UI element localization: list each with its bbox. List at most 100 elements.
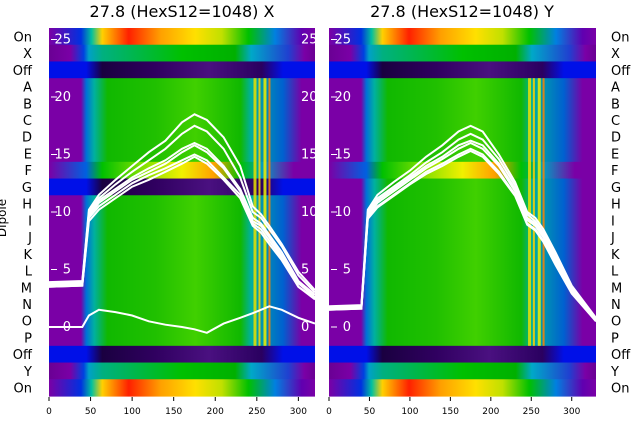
overlay-trace-6 (49, 305, 316, 334)
heatmap-row-o-17 (329, 312, 596, 330)
heatmap-row-off-19 (49, 345, 315, 364)
heatmap-row-a-3 (49, 78, 315, 96)
heatmap-row-b-4 (329, 94, 596, 113)
x-tick-label: 0 (46, 407, 52, 417)
heatmap-row-f-8 (49, 161, 315, 180)
row-label-left: E (24, 147, 32, 162)
row-label-right: M (611, 281, 622, 296)
overlay-trace-3 (328, 149, 597, 322)
row-label-left: O (22, 315, 32, 330)
overlay-trace-5 (48, 113, 316, 291)
overlay-ytick-label: 15 (334, 148, 351, 163)
row-label-left: Off (13, 348, 33, 363)
heatmap-row-p-18 (329, 329, 596, 347)
row-label-left: M (21, 281, 32, 296)
row-label-left: N (22, 298, 32, 313)
overlay-trace-4 (48, 155, 316, 301)
overlay-trace-5 (328, 141, 597, 321)
overlay-ytick-label: 5 (343, 263, 351, 278)
overlay-ytick-label: 5 (63, 263, 71, 278)
overlay-ytick-label-right: 5 (301, 263, 309, 278)
x-tick-label: 150 (165, 407, 182, 417)
row-label-right: H (611, 198, 621, 213)
row-label-left: L (25, 265, 33, 280)
overlay-trace-0 (48, 153, 316, 300)
heatmap-row-e-7 (49, 145, 315, 163)
heatmap-row-on-0 (49, 28, 315, 46)
row-label-right: O (611, 315, 621, 330)
heatmap-panel-y: 0 5 10 15 20 25 (328, 28, 597, 397)
heatmap-stripe-2 (263, 78, 267, 346)
row-label-right: F (611, 164, 618, 179)
heatmap-row-x-1 (49, 44, 315, 63)
overlay-ytick-label-right: 0 (301, 320, 309, 335)
chart-title-y: 27.8 (HexS12=1048) Y (370, 2, 554, 21)
overlay-ytick-label: 20 (334, 90, 351, 105)
row-label-left: I (28, 214, 32, 229)
heatmap-row-on-21 (329, 379, 596, 397)
overlay-trace-2 (328, 132, 597, 320)
heatmap-stripe-0 (253, 78, 257, 346)
row-label-left: C (23, 114, 32, 129)
heatmap-row-x-1 (329, 44, 596, 63)
overlay-ytick-label: 25 (334, 33, 351, 48)
overlay-ytick-label-right: 20 (301, 90, 318, 105)
row-label-left: B (23, 97, 32, 112)
row-label-right: On (611, 382, 629, 397)
row-label-left: J (27, 231, 32, 246)
x-tick-label: 300 (290, 407, 307, 417)
heatmap-row-a-3 (329, 78, 596, 96)
heatmap-row-y-20 (49, 362, 315, 380)
heatmap-row-b-4 (49, 94, 315, 113)
x-tick-label: 100 (124, 407, 141, 417)
heatmap-row-off-2 (329, 61, 596, 79)
overlay-trace-2 (48, 124, 316, 294)
heatmap-row-m-15 (49, 278, 315, 297)
row-label-right: L (611, 265, 619, 280)
heatmap-panel-x: 0 0 5 5 10 10 15 15 20 20 25 25 (48, 28, 318, 397)
row-label-left: On (14, 30, 32, 45)
heatmap-row-j-12 (329, 228, 596, 247)
heatmap-row-on-0 (329, 28, 596, 46)
row-label-right: A (611, 81, 620, 96)
overlay-ytick-label-right: 10 (301, 205, 318, 220)
row-label-left: Y (23, 365, 32, 380)
heatmap-row-m-15 (329, 278, 596, 297)
heatmap-row-c-5 (329, 111, 596, 129)
row-label-right: I (611, 214, 615, 229)
x-tick-label: 250 (523, 407, 540, 417)
row-label-right: D (611, 131, 621, 146)
heatmap-row-off-19 (329, 345, 596, 364)
chart-title-x: 27.8 (HexS12=1048) X (90, 2, 275, 21)
heatmap-row-g-9 (329, 178, 596, 196)
heatmap-stripe-2 (537, 78, 541, 346)
row-label-left: Off (13, 64, 33, 79)
overlay-ytick-label: 20 (54, 90, 71, 105)
heatmap-row-on-21 (49, 379, 315, 397)
overlay-ytick-label: 25 (54, 33, 71, 48)
row-label-left: X (23, 47, 32, 62)
row-label-left: H (22, 198, 32, 213)
heatmap-stripe-0 (528, 78, 532, 346)
row-label-left: P (24, 331, 32, 346)
heatmap-row-l-14 (49, 262, 315, 280)
x-tick-label: 200 (482, 407, 499, 417)
row-label-right: Y (610, 365, 619, 380)
overlay-trace-3 (48, 144, 316, 298)
row-label-right: K (611, 248, 620, 263)
heatmap-row-j-12 (49, 228, 315, 247)
heatmap-row-g-9 (49, 178, 315, 196)
overlay-ytick-label-right: 15 (301, 148, 318, 163)
overlay-trace-1 (48, 141, 316, 296)
heatmap-stripe-3 (268, 78, 271, 346)
heatmap-stripe-1 (532, 78, 535, 346)
row-label-left: G (22, 181, 32, 196)
row-label-left: F (25, 164, 32, 179)
heatmap-row-n-16 (329, 295, 596, 313)
heatmap-row-k-13 (49, 245, 315, 263)
overlay-trace-1 (328, 139, 597, 321)
row-label-right: B (611, 97, 620, 112)
heatmap-stripe-3 (542, 78, 545, 346)
heatmap-row-o-17 (49, 312, 315, 330)
